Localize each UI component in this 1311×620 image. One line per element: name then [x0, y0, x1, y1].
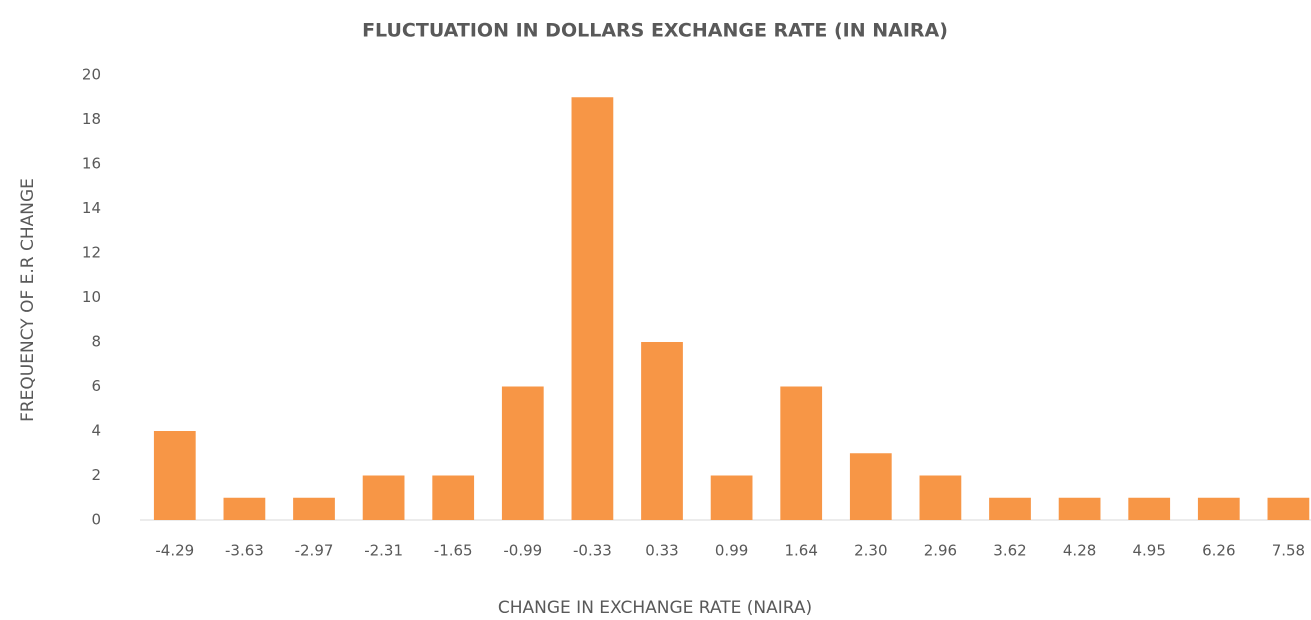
bar — [919, 475, 962, 520]
bar — [571, 97, 614, 520]
x-axis-title: CHANGE IN EXCHANGE RATE (NAIRA) — [498, 598, 812, 618]
y-tick-label: 14 — [82, 199, 101, 217]
x-tick-label: 2.96 — [924, 542, 957, 560]
x-tick-label: -2.31 — [364, 542, 403, 560]
x-tick-label: -0.33 — [573, 542, 612, 560]
bar — [293, 497, 335, 520]
x-tick-label: -3.63 — [225, 542, 264, 560]
bar — [1267, 497, 1310, 520]
bar — [501, 386, 544, 520]
y-tick-label: 2 — [91, 466, 101, 484]
x-tick-label: 6.26 — [1202, 542, 1235, 560]
x-tick-label: 0.99 — [715, 542, 748, 560]
x-tick-label: 2.30 — [854, 542, 887, 560]
y-tick-label: 12 — [82, 244, 101, 262]
x-tick-label: 3.62 — [993, 542, 1026, 560]
y-tick-label: 18 — [82, 110, 101, 128]
y-tick-label: 6 — [91, 377, 101, 395]
bar — [153, 431, 196, 520]
x-tick-label: 1.64 — [784, 542, 817, 560]
x-tick-label: 7.58 — [1272, 542, 1305, 560]
bar — [780, 386, 823, 520]
bar — [1128, 497, 1171, 520]
bar — [432, 475, 475, 520]
bar — [362, 475, 405, 520]
chart-title: FLUCTUATION IN DOLLARS EXCHANGE RATE (IN… — [362, 20, 948, 42]
y-tick-label: 10 — [82, 288, 101, 306]
bar — [710, 475, 753, 520]
bar — [1197, 497, 1240, 520]
x-tick-label: 4.95 — [1132, 542, 1165, 560]
y-tick-label: 4 — [91, 422, 101, 440]
x-tick-label: -2.97 — [295, 542, 334, 560]
x-tick-label: 0.33 — [645, 542, 678, 560]
y-tick-label: 16 — [82, 155, 101, 173]
bar — [989, 497, 1031, 520]
y-tick-label: 0 — [91, 511, 101, 529]
y-tick-label: 8 — [91, 333, 101, 351]
bar — [223, 497, 266, 520]
y-tick-label: 20 — [82, 66, 101, 84]
x-tick-label: -1.65 — [434, 542, 473, 560]
bar — [641, 342, 683, 520]
y-axis-title: FREQUENCY OF E.R CHANGE — [18, 178, 38, 422]
bar — [849, 453, 892, 520]
x-tick-label: -0.99 — [503, 542, 542, 560]
x-tick-label: -4.29 — [155, 542, 194, 560]
bar — [1058, 497, 1101, 520]
x-tick-label: 4.28 — [1063, 542, 1096, 560]
